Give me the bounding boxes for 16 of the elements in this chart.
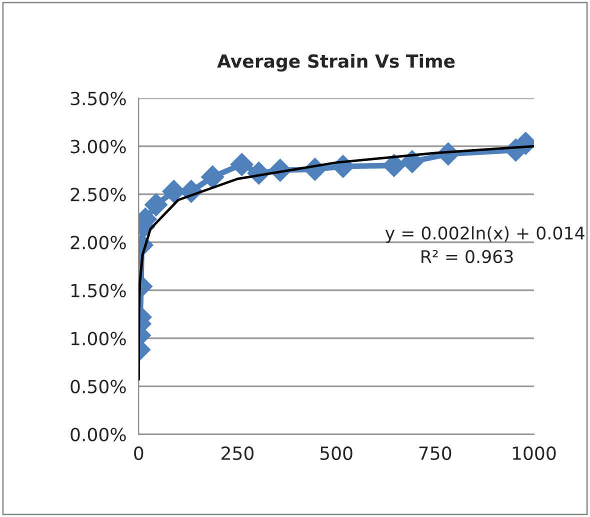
y-tick-label: 0.50% bbox=[70, 380, 126, 394]
x-tick-label: 500 bbox=[320, 446, 352, 460]
x-tick-label: 0 bbox=[134, 446, 144, 460]
x-tick-label: 250 bbox=[222, 446, 254, 460]
y-tick-label: 1.00% bbox=[71, 332, 126, 346]
x-tick-label: 750 bbox=[419, 446, 452, 460]
chart-title: Average Strain Vs Time bbox=[217, 54, 455, 72]
y-tick-label: 3.50% bbox=[70, 92, 126, 106]
y-tick-label: 1.50% bbox=[71, 284, 126, 298]
y-tick-label: 2.00% bbox=[70, 236, 126, 250]
y-tick-label: 0.00% bbox=[70, 428, 126, 442]
y-tick-label: 3.00% bbox=[70, 140, 126, 154]
annotation: y = 0.002ln(x) + 0.014 bbox=[385, 226, 584, 243]
annotation: R² = 0.963 bbox=[422, 250, 513, 264]
x-tick-label: 1000 bbox=[512, 446, 556, 460]
y-tick-label: 2.50% bbox=[70, 188, 126, 202]
